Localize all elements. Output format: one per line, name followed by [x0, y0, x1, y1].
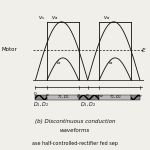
Text: $\pi$: $\pi$: [85, 92, 90, 98]
Text: (b) Discontinuous conduction: (b) Discontinuous conduction: [35, 119, 115, 124]
Text: $E$: $E$: [141, 46, 147, 54]
Text: $i_a$: $i_a$: [56, 58, 62, 67]
Text: $v_a$: $v_a$: [51, 14, 58, 22]
Text: $\alpha$: $\alpha$: [45, 92, 50, 98]
Bar: [99, 94, 131, 100]
Text: $\pi\!\!+\!\!\alpha$: $\pi\!\!+\!\!\alpha$: [94, 92, 104, 99]
Text: $D_1,D_2$: $D_1,D_2$: [80, 101, 96, 109]
Text: $D_1,D_2$: $D_1,D_2$: [33, 101, 49, 109]
Bar: [131, 94, 140, 100]
Bar: [47, 94, 79, 100]
Text: waveforms: waveforms: [60, 128, 90, 133]
Text: Motor: Motor: [2, 47, 17, 52]
Bar: [36, 94, 47, 100]
Text: ase half-controlled-rectifier fed sep: ase half-controlled-rectifier fed sep: [32, 141, 118, 147]
Text: $v_a$: $v_a$: [103, 14, 110, 22]
Text: $i_a$: $i_a$: [108, 58, 114, 67]
Text: 0: 0: [34, 92, 37, 96]
Bar: [79, 94, 99, 100]
Text: $2\pi$: $2\pi$: [136, 92, 144, 99]
Text: $T_2,D_2$: $T_2,D_2$: [109, 94, 122, 101]
Text: $T_1,D_1$: $T_1,D_1$: [57, 94, 69, 101]
Text: $\beta$: $\beta$: [76, 92, 81, 100]
Text: $v_s$: $v_s$: [38, 14, 45, 22]
